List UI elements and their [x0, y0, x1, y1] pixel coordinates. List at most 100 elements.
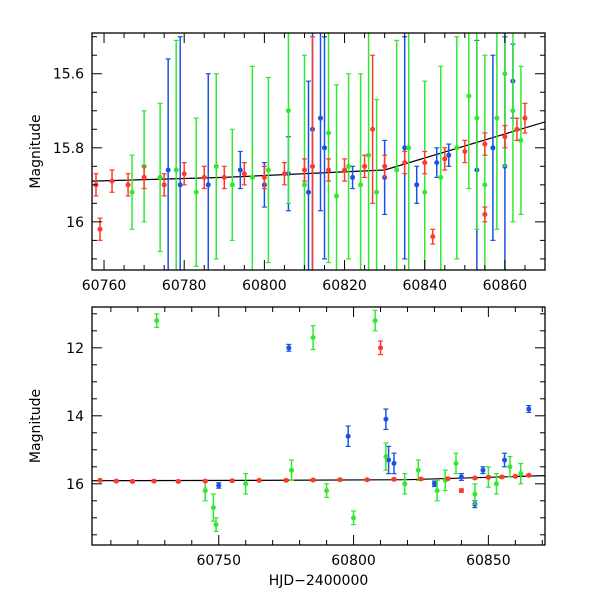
- x-tick-label: 60850: [466, 553, 511, 569]
- x-tick-label: 60800: [242, 278, 287, 294]
- data-point: [237, 150, 243, 190]
- data-point: [256, 477, 262, 483]
- data-point: [351, 510, 357, 526]
- data-point: [526, 405, 532, 413]
- data-point: [510, 33, 516, 223]
- data-point: [181, 162, 187, 186]
- data-point: [386, 445, 392, 475]
- y-tick-label: 16: [66, 215, 84, 231]
- axis-ticks: [92, 33, 546, 270]
- y-axis-label: Magnitude: [28, 389, 44, 463]
- data-point: [310, 325, 316, 351]
- data-point: [129, 154, 135, 230]
- data-point: [154, 313, 160, 328]
- data-point: [494, 33, 500, 230]
- data-point: [109, 169, 115, 193]
- data-point: [422, 150, 428, 175]
- plot-area: [92, 33, 545, 270]
- y-tick-label: 15.6: [53, 67, 84, 83]
- data-point: [229, 128, 235, 241]
- data-point: [406, 33, 412, 270]
- data-point: [474, 33, 480, 230]
- data-point: [289, 459, 295, 481]
- data-point: [378, 340, 384, 356]
- data-point: [337, 477, 343, 483]
- data-point: [362, 154, 368, 179]
- data-point: [305, 80, 311, 270]
- data-point: [485, 474, 491, 480]
- data-point: [502, 452, 508, 468]
- data-point: [507, 456, 513, 478]
- data-point: [283, 477, 289, 483]
- data-point: [216, 482, 222, 489]
- x-tick-label: 60860: [483, 278, 528, 294]
- data-point: [249, 65, 255, 270]
- data-point: [472, 483, 478, 505]
- x-axis-label: HJD−2400000: [269, 573, 369, 589]
- data-point: [165, 58, 171, 270]
- x-tick-label: 60750: [196, 553, 241, 569]
- data-point: [201, 165, 207, 190]
- data-point: [173, 39, 179, 270]
- data-point: [97, 477, 103, 483]
- data-point: [462, 139, 468, 164]
- data-point: [382, 154, 388, 179]
- data-point: [213, 517, 219, 533]
- x-tick-label: 60800: [331, 553, 376, 569]
- data-point: [161, 173, 167, 197]
- data-point: [514, 117, 520, 141]
- x-tick-label: 60760: [82, 278, 127, 294]
- data-point: [213, 73, 219, 260]
- data-point: [324, 483, 330, 498]
- data-point: [113, 478, 119, 484]
- y-tick-label: 15.8: [53, 141, 84, 157]
- data-point: [512, 473, 518, 479]
- data-point: [442, 147, 448, 171]
- data-point: [391, 476, 397, 482]
- y-tick-label: 12: [66, 341, 84, 357]
- data-point: [466, 33, 472, 190]
- data-point: [434, 479, 440, 502]
- data-point: [281, 162, 287, 186]
- data-point: [334, 84, 340, 270]
- data-point: [522, 102, 528, 134]
- data-point: [326, 158, 332, 182]
- data-point: [210, 493, 216, 522]
- plot-frame: [91, 306, 546, 546]
- data-point: [431, 480, 437, 488]
- data-point: [322, 36, 328, 260]
- data-point: [502, 124, 508, 149]
- data-point: [342, 158, 348, 182]
- data-point: [458, 488, 464, 494]
- series-red: [93, 36, 528, 270]
- data-point: [374, 99, 380, 270]
- data-point: [229, 478, 235, 484]
- data-point: [350, 165, 356, 190]
- data-point: [326, 33, 332, 264]
- data-point: [366, 33, 372, 270]
- data-point: [286, 343, 292, 352]
- data-point: [490, 54, 496, 241]
- series-red: [97, 340, 532, 494]
- data-point: [526, 472, 532, 478]
- axis-ticks: [92, 307, 545, 545]
- data-point: [418, 476, 424, 482]
- y-axis-label: Magnitude: [28, 114, 44, 188]
- y-tick-label: 16: [66, 477, 84, 493]
- data-point: [372, 309, 378, 332]
- data-point: [415, 459, 421, 481]
- data-point: [482, 132, 488, 156]
- series-green: [129, 33, 524, 270]
- data-point: [430, 228, 436, 245]
- data-point: [458, 473, 464, 481]
- x-tick-label: 60840: [402, 278, 447, 294]
- data-point: [383, 442, 389, 471]
- data-point: [434, 147, 440, 179]
- data-point: [243, 473, 249, 495]
- data-point: [265, 76, 271, 264]
- data-point: [370, 54, 376, 204]
- data-point: [453, 452, 459, 475]
- data-point: [157, 102, 163, 253]
- chart-panel-2: 60750 60800 60850 12 14 16 Magnitude HJD−240000…: [28, 306, 546, 589]
